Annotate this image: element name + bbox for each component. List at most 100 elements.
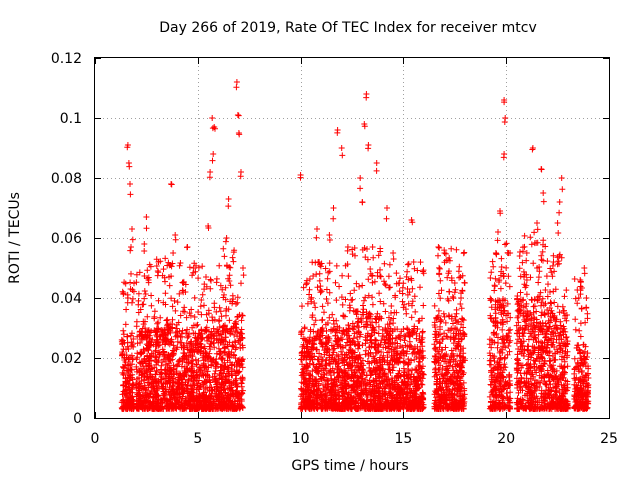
data-point bbox=[124, 402, 131, 409]
data-point bbox=[461, 279, 468, 286]
data-point bbox=[230, 258, 237, 265]
data-point bbox=[136, 329, 143, 335]
data-point bbox=[357, 175, 364, 181]
data-point bbox=[169, 260, 176, 267]
data-point bbox=[148, 366, 155, 372]
data-point bbox=[153, 343, 160, 350]
data-point bbox=[229, 254, 236, 261]
data-point bbox=[129, 226, 135, 232]
data-point bbox=[233, 84, 240, 91]
data-point bbox=[127, 247, 134, 254]
data-point bbox=[507, 326, 514, 333]
data-point bbox=[201, 302, 207, 309]
data-point bbox=[129, 382, 136, 389]
data-point bbox=[339, 152, 346, 159]
data-point bbox=[148, 292, 155, 299]
data-point bbox=[365, 145, 372, 152]
data-point bbox=[141, 384, 148, 391]
data-point bbox=[198, 297, 205, 303]
data-point bbox=[153, 354, 160, 361]
data-point bbox=[199, 263, 206, 270]
data-point bbox=[436, 265, 443, 272]
data-point bbox=[186, 264, 193, 271]
data-point bbox=[166, 274, 172, 280]
data-point bbox=[174, 299, 181, 306]
data-point bbox=[446, 288, 453, 295]
data-point bbox=[299, 303, 305, 310]
data-point bbox=[163, 337, 170, 344]
data-point bbox=[156, 333, 163, 340]
data-point bbox=[163, 388, 170, 395]
data-point bbox=[225, 196, 232, 202]
data-point bbox=[141, 288, 148, 294]
data-point bbox=[234, 112, 241, 118]
data-point bbox=[356, 283, 363, 290]
data-point bbox=[137, 350, 144, 357]
data-point bbox=[137, 339, 143, 346]
data-point bbox=[135, 309, 142, 316]
data-point bbox=[148, 401, 155, 408]
data-point bbox=[431, 345, 438, 352]
data-point bbox=[330, 205, 337, 211]
data-point bbox=[144, 379, 151, 386]
data-point bbox=[204, 317, 211, 324]
data-point bbox=[357, 185, 364, 192]
data-point bbox=[141, 396, 148, 403]
data-point bbox=[130, 336, 137, 342]
data-point bbox=[459, 287, 466, 294]
data-point bbox=[383, 215, 390, 222]
data-point bbox=[147, 342, 154, 349]
data-point bbox=[119, 340, 126, 347]
data-point bbox=[339, 272, 346, 279]
data-point bbox=[155, 396, 161, 403]
data-point bbox=[503, 240, 510, 247]
data-point bbox=[148, 302, 155, 309]
data-point bbox=[146, 362, 153, 369]
data-point bbox=[377, 245, 384, 252]
data-point bbox=[393, 270, 400, 277]
data-point bbox=[490, 263, 497, 270]
data-point bbox=[319, 316, 326, 323]
data-point bbox=[153, 263, 160, 269]
data-point bbox=[303, 280, 310, 287]
data-point bbox=[124, 299, 131, 306]
data-point bbox=[119, 288, 126, 295]
data-point bbox=[141, 295, 148, 302]
data-point bbox=[381, 260, 388, 267]
data-point bbox=[235, 112, 242, 119]
data-point bbox=[153, 380, 160, 387]
data-point bbox=[128, 244, 134, 250]
data-point bbox=[177, 260, 184, 266]
data-point bbox=[225, 203, 232, 210]
data-point bbox=[122, 321, 129, 328]
data-point bbox=[168, 351, 175, 358]
chart-title: Day 266 of 2019, Rate Of TEC Index for r… bbox=[159, 20, 536, 36]
data-point bbox=[502, 241, 509, 248]
data-point bbox=[129, 236, 136, 243]
data-point bbox=[488, 269, 495, 276]
data-point bbox=[157, 314, 164, 321]
data-point bbox=[169, 316, 176, 323]
data-point bbox=[154, 367, 160, 374]
data-point bbox=[124, 394, 131, 401]
data-point bbox=[503, 390, 510, 397]
data-point bbox=[436, 270, 443, 277]
data-point bbox=[143, 367, 150, 374]
data-point bbox=[128, 352, 135, 359]
data-point bbox=[390, 256, 397, 262]
data-point bbox=[503, 264, 510, 271]
data-point bbox=[186, 310, 193, 317]
data-point bbox=[314, 226, 320, 232]
data-point bbox=[143, 341, 150, 348]
data-point bbox=[338, 145, 345, 151]
data-point bbox=[124, 144, 131, 151]
data-point bbox=[501, 119, 508, 125]
data-point bbox=[375, 252, 382, 259]
data-point bbox=[495, 340, 501, 346]
data-point bbox=[129, 374, 135, 381]
data-point bbox=[367, 266, 374, 272]
data-point bbox=[154, 268, 161, 274]
data-point bbox=[138, 385, 145, 392]
data-point bbox=[166, 282, 173, 289]
data-point bbox=[458, 295, 464, 301]
